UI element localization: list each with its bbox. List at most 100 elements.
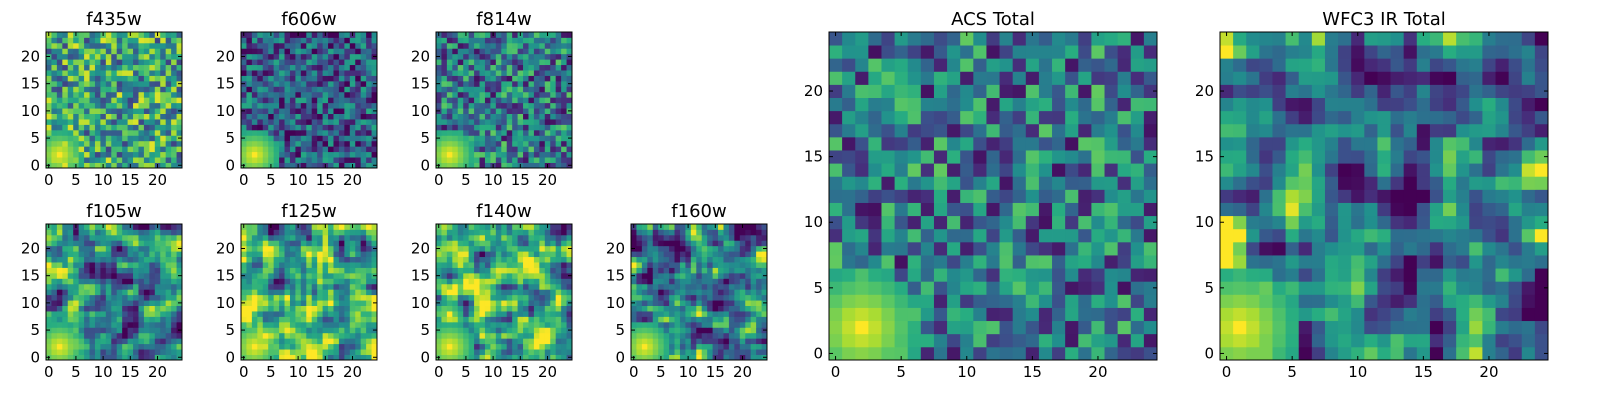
heatmap-cell xyxy=(122,234,128,241)
heatmap-cell xyxy=(300,32,307,38)
heatmap-cell xyxy=(484,119,491,125)
heatmap-cell xyxy=(328,162,334,169)
heatmap-cell xyxy=(317,108,323,114)
heatmap-cell xyxy=(338,64,345,71)
heatmap-cell xyxy=(311,80,318,87)
heatmap-cell xyxy=(84,234,90,241)
heatmap-cell xyxy=(160,135,167,142)
heatmap-cell xyxy=(745,300,752,306)
heatmap-cell xyxy=(273,37,280,44)
heatmap-cell xyxy=(344,278,351,285)
heatmap-cell xyxy=(829,202,843,217)
heatmap-cell xyxy=(750,343,757,350)
heatmap-cell xyxy=(652,338,659,345)
heatmap-cell xyxy=(257,64,264,71)
heatmap-cell xyxy=(658,316,665,323)
heatmap-cell xyxy=(311,146,318,153)
heatmap-cell xyxy=(338,289,345,296)
heatmap-cell xyxy=(241,332,247,339)
heatmap-cell xyxy=(78,135,85,142)
heatmap-cell xyxy=(62,80,69,87)
heatmap-cell xyxy=(328,91,334,98)
heatmap-cell xyxy=(349,305,356,312)
heatmap-cell xyxy=(105,300,112,306)
heatmap-cell xyxy=(338,343,345,350)
heatmap-cell xyxy=(322,124,329,131)
heatmap-cell xyxy=(761,251,768,258)
heatmap-cell xyxy=(317,300,323,306)
heatmap-cell xyxy=(262,151,269,158)
heatmap-cell xyxy=(154,327,161,334)
heatmap-cell xyxy=(517,53,524,60)
heatmap-cell xyxy=(561,59,567,66)
heatmap-cell xyxy=(100,80,107,87)
heatmap-cell xyxy=(701,278,708,285)
heatmap-cell xyxy=(133,311,139,317)
heatmap-cell xyxy=(122,113,128,120)
heatmap-cell xyxy=(306,42,313,49)
heatmap-cell xyxy=(436,289,442,296)
heatmap-cell xyxy=(251,146,258,153)
heatmap-cell xyxy=(999,320,1014,335)
heatmap-cell xyxy=(94,224,101,230)
heatmap-cell xyxy=(295,129,302,136)
heatmap-cell xyxy=(468,234,475,241)
heatmap-cell xyxy=(528,53,535,60)
heatmap-cell xyxy=(289,332,296,339)
heatmap-cell xyxy=(441,86,448,93)
heatmap-cell xyxy=(1012,333,1027,348)
heatmap-cell xyxy=(62,294,69,301)
heatmap-cell xyxy=(463,42,470,49)
heatmap-cell xyxy=(920,255,935,269)
heatmap-cell xyxy=(360,332,367,339)
heatmap-cell xyxy=(289,86,296,93)
heatmap-cell xyxy=(257,338,264,345)
heatmap-cell xyxy=(647,311,654,317)
heatmap-cell xyxy=(550,135,557,142)
heatmap-cell xyxy=(999,215,1014,230)
heatmap-cell xyxy=(512,113,518,120)
heatmap-cell xyxy=(561,140,567,147)
heatmap-cell xyxy=(273,272,280,279)
heatmap-cell xyxy=(652,294,659,301)
heatmap-cell xyxy=(371,37,378,44)
heatmap-cell xyxy=(311,349,318,355)
heatmap-cell xyxy=(344,305,351,312)
heatmap-cell xyxy=(474,272,480,279)
heatmap-cell xyxy=(490,338,497,345)
heatmap-cell xyxy=(495,135,502,142)
heatmap-cell xyxy=(154,108,161,114)
heatmap-cell xyxy=(328,343,334,350)
heatmap-cell xyxy=(636,256,643,263)
heatmap-cell xyxy=(544,48,551,55)
y-tick-label: 15 xyxy=(606,267,625,285)
heatmap-cell xyxy=(105,32,112,38)
heatmap-cell xyxy=(539,64,546,71)
heatmap-cell xyxy=(561,278,567,285)
heatmap-cell xyxy=(539,108,546,114)
heatmap-cell xyxy=(723,240,730,247)
heatmap-cell xyxy=(300,321,307,328)
heatmap-cell xyxy=(495,97,502,104)
heatmap-cell xyxy=(67,278,74,285)
heatmap-cell xyxy=(555,59,562,66)
heatmap-cell xyxy=(51,311,58,317)
heatmap-cell xyxy=(566,289,573,296)
heatmap-cell xyxy=(62,157,69,163)
heatmap-cell xyxy=(344,157,351,163)
heatmap-cell xyxy=(679,338,686,345)
heatmap-cell xyxy=(495,338,502,345)
heatmap-cell xyxy=(262,48,269,55)
heatmap-cell xyxy=(94,349,101,355)
heatmap-cell xyxy=(284,289,291,296)
heatmap-cell xyxy=(284,327,291,334)
heatmap-cell xyxy=(138,64,145,71)
heatmap-cell xyxy=(116,229,123,236)
heatmap-cell xyxy=(268,42,275,49)
heatmap-cell xyxy=(842,163,856,177)
heatmap-cell xyxy=(154,240,161,247)
heatmap-cell xyxy=(457,251,464,258)
heatmap-cell xyxy=(176,332,183,339)
heatmap-cell xyxy=(723,278,730,285)
heatmap-cell xyxy=(160,305,167,312)
